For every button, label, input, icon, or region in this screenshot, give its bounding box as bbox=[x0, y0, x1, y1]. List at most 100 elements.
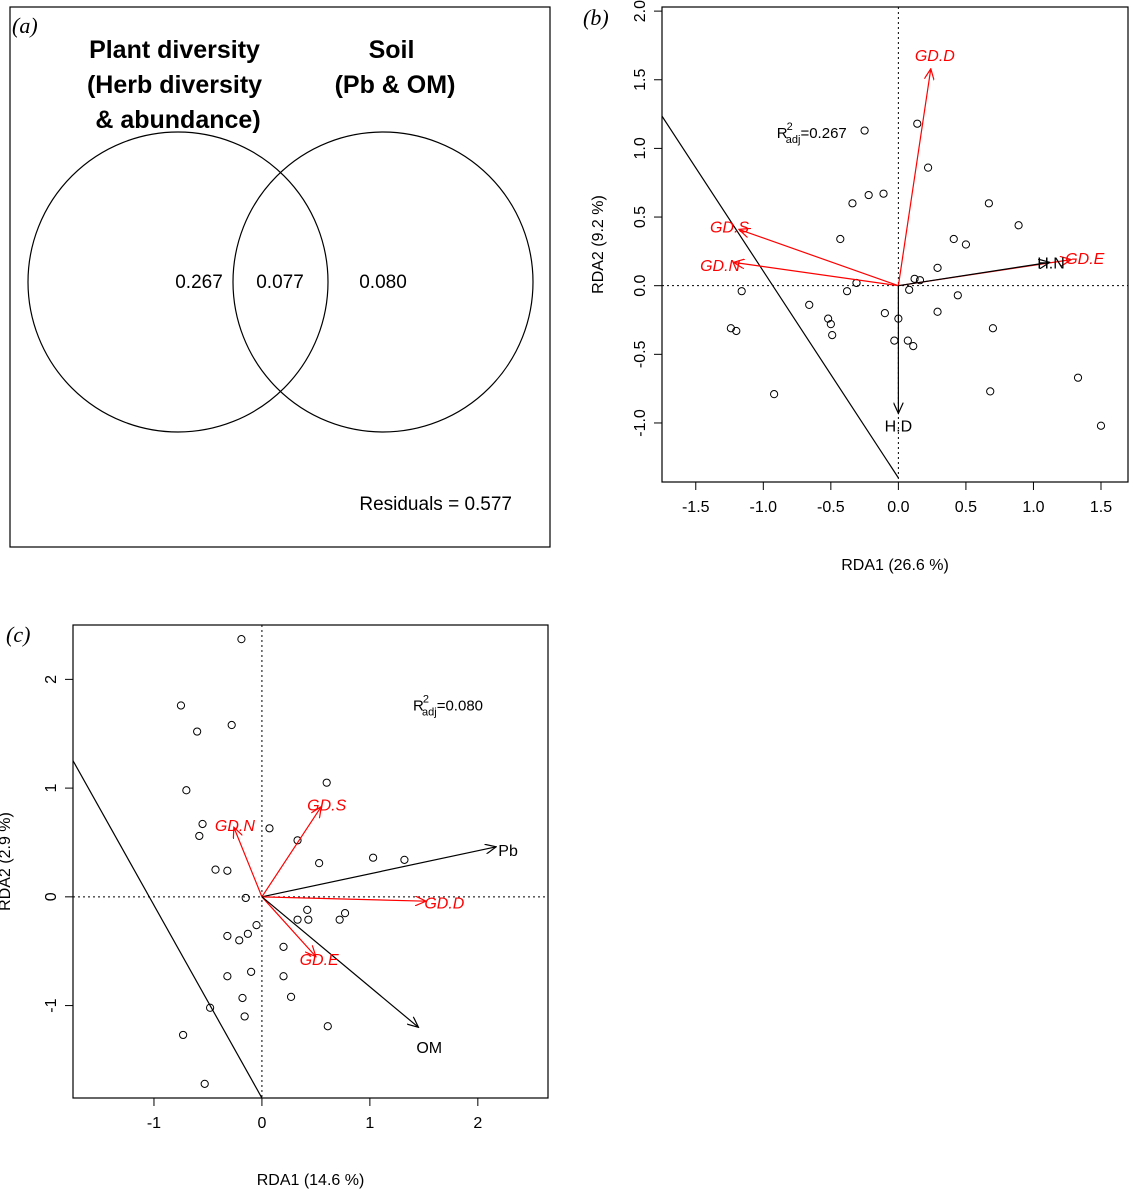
panel-label-c: (c) bbox=[6, 622, 30, 647]
y-tick-label: 0 bbox=[43, 892, 60, 901]
site-point bbox=[771, 391, 778, 398]
site-point bbox=[891, 337, 898, 344]
site-point bbox=[280, 973, 287, 980]
site-point bbox=[985, 200, 992, 207]
site-point bbox=[224, 973, 231, 980]
site-point bbox=[962, 241, 969, 248]
site-point bbox=[248, 968, 255, 975]
site-point bbox=[201, 1080, 208, 1087]
site-point bbox=[865, 191, 872, 198]
arrow-label-gd-n: GD.N bbox=[215, 818, 255, 835]
venn-right-title: Soil (Pb & OM) bbox=[335, 36, 456, 99]
arrow-label-h-n: H.N bbox=[1037, 255, 1065, 272]
y-tick-label: -1 bbox=[43, 998, 60, 1012]
site-point bbox=[806, 301, 813, 308]
site-point bbox=[266, 825, 273, 832]
x-tick-label: 0.5 bbox=[955, 499, 977, 516]
plot-area bbox=[661, 7, 1128, 482]
site-point bbox=[341, 910, 348, 917]
arrow-label-gd-d: GD.D bbox=[915, 48, 955, 65]
site-point bbox=[843, 288, 850, 295]
y-tick-label: 0.5 bbox=[632, 206, 649, 228]
site-point bbox=[183, 787, 190, 794]
boundary-line bbox=[72, 759, 262, 1098]
y-axis-title: RDA2 (9.2 %) bbox=[590, 195, 607, 294]
site-point bbox=[738, 288, 745, 295]
site-point bbox=[906, 286, 913, 293]
plot-frame bbox=[662, 7, 1128, 482]
x-tick-label: 1.5 bbox=[1090, 499, 1112, 516]
venn-left-only-value: 0.267 bbox=[175, 272, 223, 293]
venn-shared-value: 0.077 bbox=[256, 272, 304, 293]
site-point bbox=[196, 832, 203, 839]
site-point bbox=[934, 264, 941, 271]
y-tick-label: 1 bbox=[43, 784, 60, 793]
x-tick-label: -1 bbox=[147, 1115, 161, 1132]
arrow-gd-e bbox=[262, 897, 316, 957]
site-point bbox=[236, 937, 243, 944]
rda-plot-c: (c) GD.S GD.N Pb GD.D GD.E OM R2 adj=0.080 -1 0 1 2 -… bbox=[0, 622, 548, 1189]
site-point bbox=[1097, 422, 1104, 429]
arrow-gd-d bbox=[262, 897, 426, 901]
y-tick-label: 1.0 bbox=[632, 137, 649, 159]
site-point bbox=[954, 292, 961, 299]
site-point bbox=[336, 916, 343, 923]
y-tick-label: 2.0 bbox=[632, 0, 649, 22]
arrow-label-pb: Pb bbox=[498, 843, 518, 860]
site-point bbox=[239, 994, 246, 1001]
panel-label-a: (a) bbox=[12, 13, 38, 38]
site-point bbox=[242, 894, 249, 901]
arrow-gd-s bbox=[739, 229, 898, 285]
y-axis-title: RDA2 (2.9 %) bbox=[0, 812, 14, 911]
site-point bbox=[199, 820, 206, 827]
y-tick-label: 0.0 bbox=[632, 274, 649, 296]
arrow-h-n bbox=[898, 262, 1049, 285]
x-tick-label: 2 bbox=[473, 1115, 482, 1132]
site-point bbox=[194, 728, 201, 735]
site-point bbox=[180, 1031, 187, 1038]
arrow-label-gd-e: GD.E bbox=[1065, 251, 1104, 268]
arrow-label-gd-e: GD.E bbox=[300, 952, 339, 969]
x-tick-label: -0.5 bbox=[817, 499, 845, 516]
arrow-gd-n bbox=[734, 262, 899, 285]
r2-annotation: R2 adj=0.080 bbox=[413, 693, 483, 718]
site-point bbox=[1074, 374, 1081, 381]
site-point bbox=[244, 930, 251, 937]
plot-frame bbox=[73, 625, 548, 1098]
site-point bbox=[224, 867, 231, 874]
site-point bbox=[177, 702, 184, 709]
x-tick-label: -1.0 bbox=[750, 499, 778, 516]
x-axis-title: RDA1 (26.6 %) bbox=[841, 557, 949, 574]
site-point bbox=[241, 1013, 248, 1020]
site-point bbox=[294, 916, 301, 923]
x-tick-label: 0 bbox=[257, 1115, 266, 1132]
y-tick-label: 2 bbox=[43, 675, 60, 684]
site-point bbox=[224, 932, 231, 939]
arrow-label-gd-n: GD.N bbox=[700, 258, 740, 275]
site-point bbox=[323, 779, 330, 786]
r2-annotation: R2 adj=0.267 bbox=[777, 121, 847, 146]
venn-right-only-value: 0.080 bbox=[359, 272, 407, 293]
arrow-label-gd-s: GD.S bbox=[710, 220, 749, 237]
arrow-pb bbox=[262, 847, 496, 897]
venn-residuals: Residuals = 0.577 bbox=[359, 494, 512, 515]
site-point bbox=[924, 164, 931, 171]
site-point bbox=[934, 308, 941, 315]
site-point bbox=[280, 943, 287, 950]
site-point bbox=[989, 325, 996, 332]
arrow-label-gd-s: GD.S bbox=[307, 797, 346, 814]
site-point bbox=[238, 636, 245, 643]
arrow-gd-s bbox=[262, 807, 321, 897]
panel-label-b: (b) bbox=[583, 5, 609, 30]
arrow-label-h-d: H.D bbox=[885, 419, 913, 436]
site-point bbox=[401, 856, 408, 863]
y-tick-label: -1.0 bbox=[632, 409, 649, 437]
arrow-gd-d bbox=[898, 69, 930, 286]
x-tick-label: -1.5 bbox=[682, 499, 710, 516]
arrow-gd-n bbox=[234, 827, 262, 897]
site-point bbox=[304, 906, 311, 913]
site-point bbox=[861, 127, 868, 134]
site-point bbox=[212, 866, 219, 873]
y-tick-label: 1.5 bbox=[632, 69, 649, 91]
site-point bbox=[324, 1023, 331, 1030]
